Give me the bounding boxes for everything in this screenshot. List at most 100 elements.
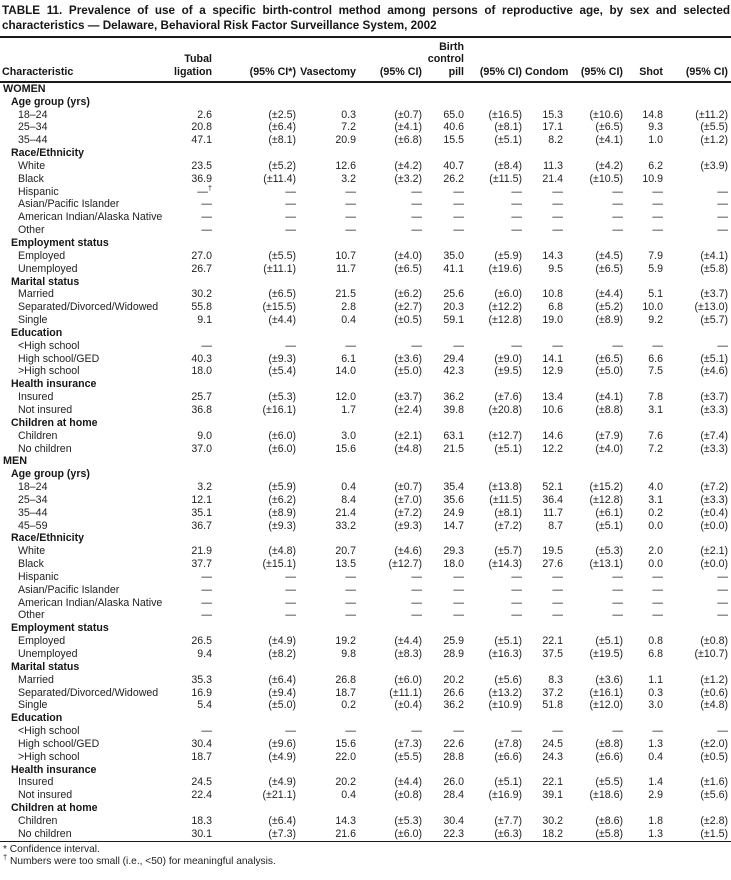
cell-value: 9.8 — [341, 648, 356, 661]
cell-value: 35.4 — [443, 481, 464, 494]
cell-ci: (±6.0) — [394, 827, 422, 840]
cell-ci: (±4.4) — [394, 635, 422, 648]
cell-value: 18.2 — [542, 827, 563, 840]
row-label: High school/GED — [18, 352, 100, 365]
row-label: Race/Ethnicity — [11, 532, 85, 545]
cell-ci: — — [285, 570, 296, 583]
table-row: 45–59 36.7 (±9.3) 33.2 (±9.3) 14.7 (±7.2) 8.7 (±… — [0, 520, 731, 533]
cell-value: 6.2 — [648, 159, 663, 172]
cell-ci: (±4.9) — [268, 635, 296, 648]
cell-ci: — — [612, 198, 623, 211]
row-label: 25–34 — [18, 121, 48, 134]
cell-ci: (±5.1) — [494, 635, 522, 648]
cell-ci: (±7.2) — [494, 519, 522, 532]
cell-value: 26.6 — [443, 686, 464, 699]
cell-value: 37.0 — [191, 442, 212, 455]
cell-ci: (±10.7) — [694, 648, 729, 661]
cell-ci: (±6.2) — [268, 493, 296, 506]
cell-ci: (±0.7) — [394, 481, 422, 494]
cell-ci: (±16.9) — [488, 789, 523, 802]
cell-ci: (±7.3) — [268, 827, 296, 840]
cell-value: 21.5 — [443, 442, 464, 455]
cell-ci: (±6.0) — [394, 673, 422, 686]
cell-ci: (±15.5) — [262, 301, 297, 314]
row-label: Separated/Divorced/Widowed — [18, 301, 159, 314]
cell-value: 22.3 — [443, 827, 464, 840]
subsection-row: Health insurance — [0, 378, 731, 391]
table-row: White 23.5 (±5.2) 12.6 (±4.2) 40.7 (±8.4) 11.3 (… — [0, 160, 731, 173]
cell-ci: (±9.3) — [394, 519, 422, 532]
cell-ci: (±6.5) — [595, 121, 623, 134]
table-row: Separated/Divorced/Widowed 16.9 (±9.4) 18.7… — [0, 687, 731, 700]
row-label: Children — [18, 429, 58, 442]
row-label: 18–24 — [18, 481, 48, 494]
section-row: MEN — [0, 455, 731, 468]
cell-value: 39.8 — [443, 403, 464, 416]
cell-ci: (±4.1) — [394, 121, 422, 134]
cell-ci: (±4.8) — [394, 442, 422, 455]
cell-ci: (±12.0) — [589, 699, 624, 712]
cell-ci: — — [717, 211, 728, 224]
table-row: Black 37.7 (±15.1) 13.5 (±12.7) 18.0 (±14.3) 27… — [0, 558, 731, 571]
cell-ci: — — [511, 609, 522, 622]
subsection-row: Education — [0, 327, 731, 340]
cell-value: 22.1 — [542, 776, 563, 789]
cell-value: — — [552, 211, 563, 224]
cell-ci: (±2.0) — [700, 737, 728, 750]
cell-value: 20.2 — [335, 776, 356, 789]
cell-ci: — — [717, 224, 728, 237]
cell-value: 24.5 — [542, 737, 563, 750]
cell-ci: (±3.2) — [394, 172, 422, 185]
table-row: >High school 18.7 (±4.9) 22.0 (±5.5) 28.8 (±6.… — [0, 751, 731, 764]
cell-ci: (±8.6) — [595, 814, 623, 827]
cell-ci: (±16.3) — [488, 648, 523, 661]
cell-value: 15.6 — [335, 442, 356, 455]
cell-ci: (±6.0) — [268, 429, 296, 442]
cell-value: — — [652, 570, 663, 583]
cell-ci: (±5.2) — [268, 159, 296, 172]
row-label: Children — [18, 814, 58, 827]
column-header: (95% CI) — [566, 38, 626, 83]
table-row: White 21.9 (±4.8) 20.7 (±4.6) 29.3 (±5.7) 19.5 (… — [0, 545, 731, 558]
row-label: Health insurance — [11, 378, 97, 391]
cell-value: 3.0 — [648, 699, 663, 712]
footnote: * Confidence interval. — [3, 843, 100, 855]
cell-value: 26.5 — [191, 635, 212, 648]
cell-value: 3.2 — [197, 481, 212, 494]
cell-ci: (±4.8) — [700, 699, 728, 712]
cell-value: 10.0 — [642, 301, 663, 314]
cell-value: 36.8 — [191, 403, 212, 416]
cell-ci: — — [511, 596, 522, 609]
cell-ci: (±12.7) — [388, 558, 423, 571]
subsection-row: Children at home — [0, 417, 731, 430]
cell-ci: (±0.4) — [700, 506, 728, 519]
cell-value: 19.5 — [542, 545, 563, 558]
cell-value: 12.2 — [542, 442, 563, 455]
cell-value: — — [345, 211, 356, 224]
cell-ci: — — [717, 198, 728, 211]
cell-ci: (±10.6) — [589, 108, 624, 121]
cell-value: 39.1 — [542, 789, 563, 802]
subsection-row: Race/Ethnicity — [0, 147, 731, 160]
cell-value: 9.4 — [197, 648, 212, 661]
cell-value: 28.9 — [443, 648, 464, 661]
cell-value: 26.2 — [443, 172, 464, 185]
cell-ci: (±5.5) — [700, 121, 728, 134]
cell-value: 3.1 — [648, 493, 663, 506]
cell-ci: (±3.3) — [700, 442, 728, 455]
cell-value: 22.6 — [443, 737, 464, 750]
cell-ci: (±6.5) — [595, 352, 623, 365]
cell-ci: (±2.4) — [394, 403, 422, 416]
cell-value: —† — [197, 183, 212, 198]
cell-ci: (±8.1) — [494, 121, 522, 134]
cell-ci: — — [717, 725, 728, 738]
table-row: 18–24 3.2 (±5.9) 0.4 (±0.7) 35.4 (±13.8) 52.1 (±… — [0, 481, 731, 494]
cell-ci: (±4.8) — [268, 545, 296, 558]
cell-ci: (±2.8) — [700, 814, 728, 827]
cell-value: 15.5 — [443, 134, 464, 147]
cell-value: 41.1 — [443, 262, 464, 275]
table-row: Asian/Pacific Islander — — — — — — — — — — — [0, 198, 731, 211]
cell-value: — — [345, 570, 356, 583]
cell-ci: (±11.5) — [489, 172, 522, 185]
cell-value: 9.5 — [548, 262, 563, 275]
